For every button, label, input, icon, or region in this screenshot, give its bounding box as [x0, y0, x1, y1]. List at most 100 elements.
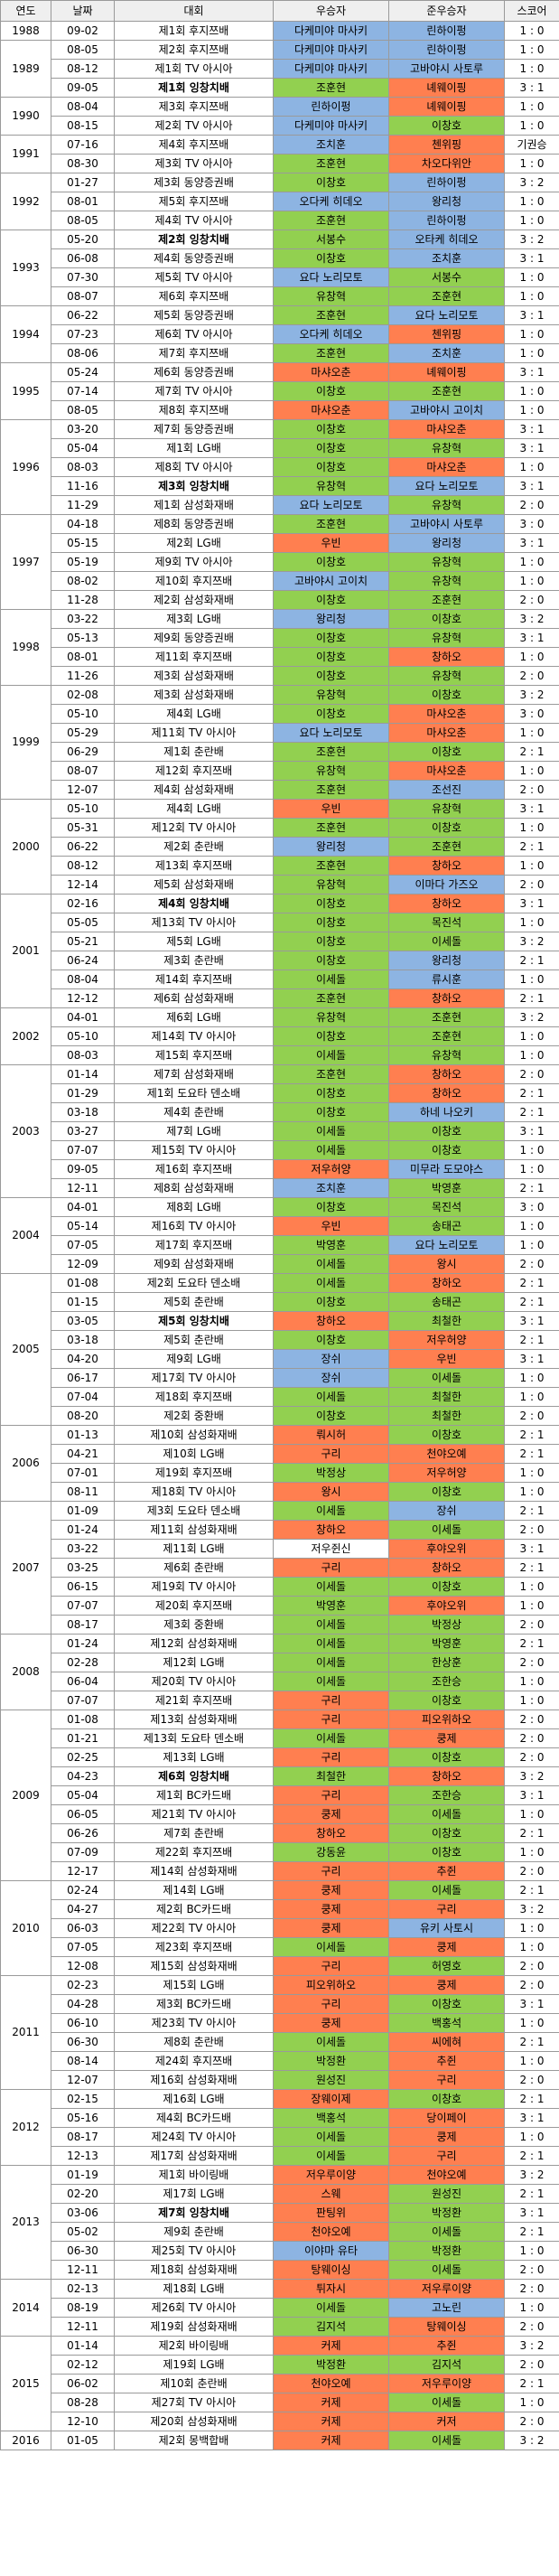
winner-cell: 오다케 히데오 [273, 192, 389, 211]
runner-up-cell: 유창혁 [388, 495, 505, 515]
score-cell: 1 : 0 [504, 1140, 559, 1160]
winner-cell: 이세돌 [273, 1387, 389, 1407]
event-cell: 제13회 TV 아시아 [114, 913, 274, 932]
event-cell: 제11회 삼성화재배 [114, 1520, 274, 1540]
winner-cell: 이세돌 [273, 1615, 389, 1635]
runner-up-cell: 원성진 [388, 2184, 505, 2204]
runner-up-cell: 탕웨이싱 [388, 2317, 505, 2337]
winner-cell: 이세돌 [273, 1672, 389, 1691]
table-row: 06-26 제7회 춘란배 창하오 이창호 2 : 1 [1, 1823, 559, 1843]
event-cell: 제7회 LG배 [114, 1121, 274, 1141]
table-row: 08-01 제11회 후지쯔배 이창호 창하오 1 : 0 [1, 647, 559, 667]
date-cell: 02-15 [51, 2089, 115, 2109]
runner-up-cell: 이세돌 [388, 1880, 505, 1900]
event-cell: 제11회 TV 아시아 [114, 723, 274, 743]
event-cell: 제7회 삼성화재배 [114, 1064, 274, 1084]
winner-cell: 이세돌 [273, 1121, 389, 1141]
event-cell: 제2회 춘란배 [114, 837, 274, 857]
runner-up-cell: 녜웨이핑 [388, 97, 505, 117]
event-cell: 제3회 춘란배 [114, 951, 274, 970]
score-cell: 2 : 1 [504, 1634, 559, 1653]
event-cell: 제1회 춘란배 [114, 742, 274, 762]
winner-cell: 이세돌 [273, 1634, 389, 1653]
table-row: 1997 04-18 제8회 동양증권배 조훈현 고바야시 사토루 3 : 0 [0, 514, 559, 610]
score-cell: 1 : 0 [504, 97, 559, 117]
winner-cell: 쿵제 [273, 1804, 389, 1824]
date-cell: 06-24 [51, 951, 115, 970]
year-cell: 2009 [0, 1710, 51, 1881]
table-row: 05-29 제11회 TV 아시아 요다 노리모토 마샤오춘 1 : 0 [1, 723, 559, 743]
table-row: 06-02 제10회 춘란배 천야오예 저우루이양 2 : 1 [1, 2374, 559, 2393]
year-cell: 2016 [0, 2431, 51, 2450]
event-cell: 제13회 도요타 덴소배 [114, 1728, 274, 1748]
score-cell: 2 : 0 [504, 1064, 559, 1084]
event-cell: 제19회 삼성화재배 [114, 2317, 274, 2337]
event-cell: 제9회 춘란배 [114, 2222, 274, 2242]
score-cell: 3 : 2 [504, 2431, 559, 2450]
event-cell: 제6회 TV 아시아 [114, 324, 274, 344]
table-row: 1998 03-22 제3회 LG배 왕리청 이창호 3 : 2 [0, 609, 559, 686]
score-cell: 1 : 0 [504, 2051, 559, 2071]
winner-cell: 조훈현 [273, 818, 389, 838]
event-cell: 제6회 동양증권배 [114, 362, 274, 382]
score-cell: 2 : 0 [504, 2317, 559, 2337]
score-cell: 3 : 2 [504, 932, 559, 951]
winner-cell: 이창호 [273, 173, 389, 192]
date-cell: 07-01 [51, 1463, 115, 1483]
winner-cell: 이세돌 [273, 1273, 389, 1293]
event-cell: 제14회 후지쯔배 [114, 970, 274, 989]
event-cell: 제5회 LG배 [114, 932, 274, 951]
runner-up-cell: 마샤오춘 [388, 419, 505, 439]
event-cell: 제2회 TV 아시아 [114, 116, 274, 136]
event-cell: 제24회 후지쯔배 [114, 2051, 274, 2071]
winner-cell: 이창호 [273, 1197, 389, 1217]
table-row: 12-11 제8회 삼성화재배 조치훈 박영훈 2 : 1 [1, 1178, 559, 1198]
runner-up-cell: 조훈현 [388, 1007, 505, 1027]
score-cell: 2 : 1 [504, 742, 559, 762]
event-cell: 제23회 TV 아시아 [114, 2013, 274, 2033]
event-cell: 제3회 TV 아시아 [114, 154, 274, 173]
runner-up-cell: 창하오 [388, 988, 505, 1008]
table-row: 05-21 제5회 LG배 이창호 이세돌 3 : 2 [1, 932, 559, 951]
date-cell: 08-15 [51, 116, 115, 136]
runner-up-cell: 당이페이 [388, 2108, 505, 2128]
winner-cell: 구리 [273, 1994, 389, 2014]
table-row: 08-14 제24회 후지쯔배 박정환 추쥔 1 : 0 [1, 2051, 559, 2071]
table-row: 11-28 제2회 삼성화재배 이창호 조훈현 2 : 0 [1, 590, 559, 610]
header-row: 연도 날짜 대회 우승자 준우승자 스코어 [0, 0, 559, 22]
winner-cell: 이세돌 [273, 2032, 389, 2052]
runner-up-cell: 하네 나오키 [388, 1102, 505, 1122]
event-cell: 제1회 잉창치배 [114, 78, 274, 98]
score-cell: 2 : 1 [504, 2032, 559, 2052]
year-cell: 2014 [0, 2279, 51, 2337]
table-row: 12-10 제20회 삼성화재배 커제 커저 2 : 0 [1, 2412, 559, 2431]
score-cell: 2 : 1 [504, 1178, 559, 1198]
event-cell: 제16회 삼성화재배 [114, 2070, 274, 2090]
event-cell: 제15회 후지쯔배 [114, 1045, 274, 1065]
winner-cell: 왕리청 [273, 837, 389, 857]
runner-up-cell: 이창호 [388, 1577, 505, 1597]
date-cell: 01-14 [51, 1064, 115, 1084]
runner-up-cell: 조치훈 [388, 248, 505, 268]
runner-up-cell: 이창호 [388, 1691, 505, 1710]
event-cell: 제8회 TV 아시아 [114, 457, 274, 477]
runner-up-cell: 박정상 [388, 1615, 505, 1635]
event-cell: 제7회 잉창치배 [114, 2203, 274, 2223]
table-row: 05-04 제1회 LG배 이창호 유창혁 3 : 1 [1, 438, 559, 458]
winner-cell: 조훈현 [273, 780, 389, 800]
runner-up-cell: 왕리청 [388, 533, 505, 553]
date-cell: 05-10 [51, 799, 115, 819]
winner-cell: 이세돌 [273, 2127, 389, 2147]
table-row: 2006 01-13 제10회 삼성화재배 뤄시허 이창호 2 : 1 [0, 1425, 559, 1502]
event-cell: 제18회 TV 아시아 [114, 1482, 274, 1502]
score-cell: 3 : 1 [504, 628, 559, 648]
score-cell: 1 : 0 [504, 211, 559, 230]
score-cell: 3 : 1 [504, 894, 559, 913]
year-cell: 2001 [0, 894, 51, 1008]
date-cell: 08-07 [51, 286, 115, 306]
winner-cell: 구리 [273, 1861, 389, 1881]
date-cell: 08-04 [51, 970, 115, 989]
date-cell: 04-01 [51, 1197, 115, 1217]
event-cell: 제3회 LG배 [114, 609, 274, 629]
event-cell: 제4회 잉창치배 [114, 894, 274, 913]
